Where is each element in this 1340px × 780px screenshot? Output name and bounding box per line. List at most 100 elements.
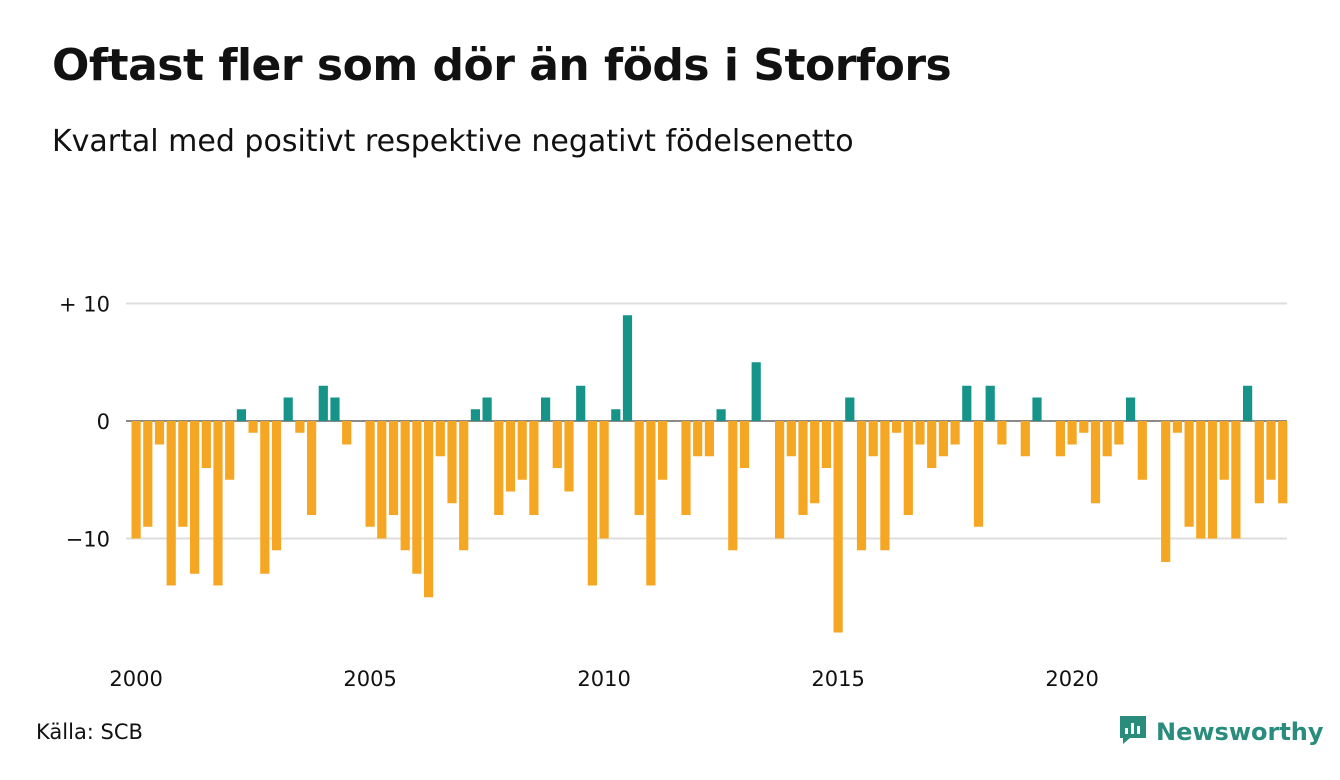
bar-negative	[517, 421, 527, 480]
bar-positive	[751, 362, 761, 421]
bar-negative	[271, 421, 282, 551]
bar-negative	[938, 421, 948, 457]
bar-negative	[997, 421, 1007, 445]
bar-negative	[435, 421, 445, 457]
bar-negative	[599, 421, 609, 539]
x-tick-label: 2000	[109, 667, 162, 691]
newsworthy-logo-icon	[1118, 714, 1148, 750]
bar-negative	[775, 421, 785, 539]
bar-positive	[1126, 397, 1136, 421]
bar-positive	[576, 385, 586, 421]
bars	[131, 315, 1288, 633]
bar-positive	[985, 385, 995, 421]
chart-subtitle: Kvartal med positivt respektive negativt…	[52, 124, 854, 159]
bar-negative	[646, 421, 656, 586]
bar-positive	[1032, 397, 1042, 421]
bar-negative	[166, 421, 176, 586]
bar-negative	[681, 421, 691, 515]
bar-positive	[318, 385, 328, 421]
chart-title: Oftast fler som dör än föds i Storfors	[52, 40, 952, 91]
brand-logo[interactable]: Newsworthy	[1118, 714, 1324, 750]
y-axis-ticks: + 10 0 −10	[59, 293, 110, 552]
bar-negative	[880, 421, 890, 551]
bar-negative	[342, 421, 352, 445]
x-tick-label: 2015	[811, 667, 864, 691]
bar-positive	[482, 397, 492, 421]
bar-negative	[377, 421, 387, 539]
bar-positive	[541, 397, 551, 421]
bar-negative	[1067, 421, 1077, 445]
bar-negative	[728, 421, 738, 551]
bar-negative	[634, 421, 644, 515]
bar-negative	[505, 421, 516, 492]
bar-negative	[973, 421, 984, 527]
x-axis-ticks: 2000 2005 2010 2015 2020	[109, 667, 1098, 691]
bar-negative	[903, 421, 913, 515]
bar-negative	[154, 421, 165, 445]
bar-positive	[622, 315, 633, 421]
y-tick-label: 0	[97, 410, 110, 434]
bar-negative	[1184, 421, 1194, 527]
bar-negative	[1219, 421, 1229, 480]
bar-negative	[143, 421, 153, 527]
bar-negative	[564, 421, 574, 492]
bar-negative	[131, 421, 141, 539]
bar-negative	[950, 421, 960, 445]
bar-negative	[1172, 421, 1182, 433]
bar-negative	[1161, 421, 1171, 562]
x-tick-label: 2020	[1045, 667, 1098, 691]
bar-negative	[739, 421, 750, 468]
bar-negative	[459, 421, 469, 551]
bar-positive	[470, 409, 480, 421]
bar-negative	[798, 421, 808, 515]
bar-positive	[1243, 385, 1253, 421]
bar-negative	[424, 421, 434, 598]
bar-negative	[1055, 421, 1065, 457]
bar-negative	[786, 421, 796, 457]
bar-negative	[658, 421, 668, 480]
bar-positive	[716, 409, 726, 421]
bar-negative	[1079, 421, 1089, 433]
bar-negative	[529, 421, 539, 515]
bar-negative	[833, 421, 843, 633]
bar-positive	[845, 397, 855, 421]
bar-negative	[190, 421, 200, 574]
bar-positive	[236, 409, 246, 421]
bar-negative	[821, 421, 831, 468]
bar-positive	[283, 397, 293, 421]
bar-positive	[962, 385, 972, 421]
bar-negative	[1102, 421, 1112, 457]
bar-negative	[1266, 421, 1276, 480]
bar-negative	[307, 421, 317, 515]
bar-negative	[1278, 421, 1288, 504]
brand-name: Newsworthy	[1156, 718, 1324, 746]
x-tick-label: 2010	[577, 667, 630, 691]
bar-negative	[201, 421, 211, 468]
bar-negative	[400, 421, 410, 551]
bar-negative	[1196, 421, 1206, 539]
bar-positive	[330, 397, 340, 421]
bar-negative	[552, 421, 562, 468]
source-note: Källa: SCB	[36, 720, 143, 744]
bar-negative	[225, 421, 235, 480]
bar-negative	[1207, 421, 1218, 539]
bar-negative	[1090, 421, 1101, 504]
y-tick-label: + 10	[59, 293, 110, 317]
bar-negative	[1231, 421, 1241, 539]
bar-negative	[693, 421, 703, 457]
bar-negative	[178, 421, 188, 527]
x-tick-label: 2005	[343, 667, 396, 691]
bar-negative	[447, 421, 457, 504]
bar-negative	[1114, 421, 1124, 445]
bar-negative	[810, 421, 820, 504]
bar-negative	[388, 421, 399, 515]
bar-positive	[611, 409, 621, 421]
bar-negative	[915, 421, 925, 445]
bar-negative	[1254, 421, 1264, 504]
bar-negative	[494, 421, 504, 515]
bar-negative	[868, 421, 878, 457]
bar-negative	[892, 421, 902, 433]
bar-negative	[856, 421, 867, 551]
bar-negative	[1020, 421, 1030, 457]
